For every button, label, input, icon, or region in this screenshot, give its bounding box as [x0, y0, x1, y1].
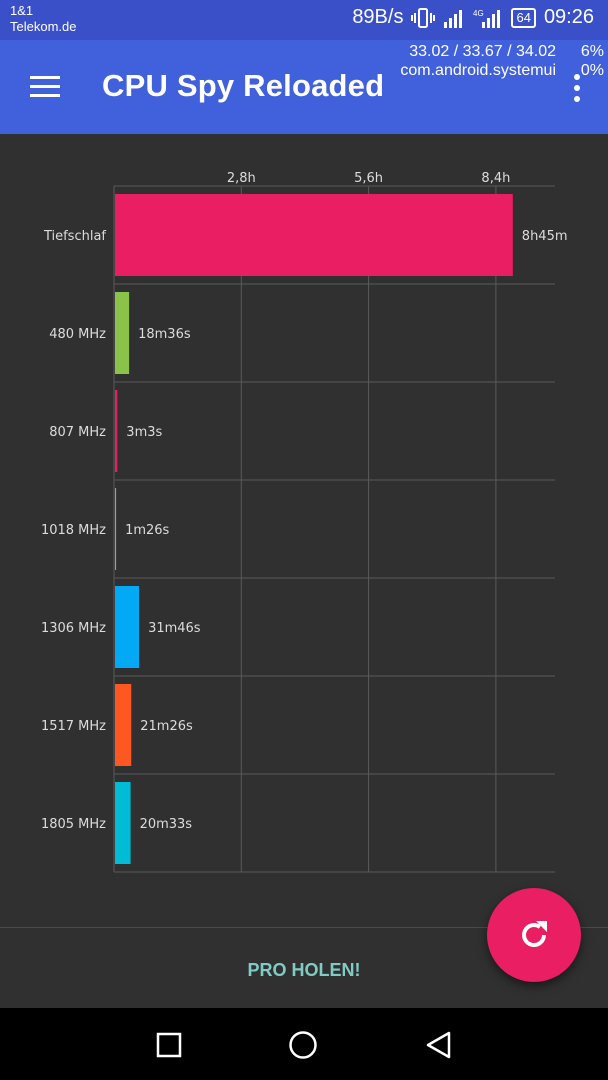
- category-label: 1018 MHz: [41, 523, 106, 538]
- category-label: 807 MHz: [49, 425, 106, 440]
- refresh-button[interactable]: [487, 888, 581, 982]
- value-label: 8h45m: [522, 229, 568, 244]
- signal-4g-icon: 4G: [473, 8, 503, 28]
- back-triangle-icon[interactable]: [424, 1030, 454, 1060]
- carrier-line2: Telekom.de: [10, 19, 77, 34]
- net-speed: 89B/s: [352, 6, 404, 28]
- load-average: 33.02 / 33.67 / 34.02: [409, 43, 556, 60]
- clock: 09:26: [543, 6, 594, 28]
- category-label: 1517 MHz: [41, 719, 106, 734]
- navigation-bar: [0, 1008, 608, 1080]
- chart-svg: 2,8h 5,6h 8,4h Tiefschlaf 8h45m 480 MHz 18m36s…: [41, 171, 568, 873]
- battery-icon: 64: [511, 7, 536, 28]
- value-label: 21m26s: [140, 719, 193, 734]
- cpu-state-chart: 2,8h 5,6h 8,4h Tiefschlaf 8h45m 480 MHz 18m36s…: [0, 134, 608, 926]
- home-circle-icon[interactable]: [288, 1030, 318, 1060]
- status-bar: 1&1 Telekom.de 89B/s 4G: [0, 0, 608, 40]
- x-tick-label: 2,8h: [227, 171, 256, 186]
- bar: [115, 488, 117, 570]
- carrier-line1: 1&1: [10, 3, 34, 18]
- top-process: com.android.systemui: [400, 62, 556, 79]
- vibrate-icon: [411, 7, 436, 29]
- cpu-percent-2: 0%: [580, 62, 604, 79]
- app-title: CPU Spy Reloaded: [102, 68, 385, 103]
- bar: [115, 194, 513, 276]
- x-tick-label: 8,4h: [481, 171, 510, 186]
- value-label: 20m33s: [140, 817, 193, 832]
- more-vert-icon[interactable]: [572, 74, 582, 102]
- bar: [115, 292, 130, 374]
- cpu-percent-1: 6%: [580, 43, 604, 60]
- value-label: 31m46s: [148, 621, 201, 636]
- bar: [115, 390, 118, 472]
- value-label: 18m36s: [138, 327, 191, 342]
- category-label: 1306 MHz: [41, 621, 106, 636]
- signal-icon: [443, 8, 465, 28]
- cpu-percent: 6% 0%: [581, 42, 604, 80]
- status-indicators: 89B/s 4G 64 09:26: [352, 6, 594, 29]
- value-label: 3m3s: [126, 425, 162, 440]
- bar: [115, 684, 132, 766]
- recents-square-icon[interactable]: [154, 1030, 184, 1060]
- category-label: 1805 MHz: [41, 817, 106, 832]
- svg-text:4G: 4G: [473, 9, 484, 18]
- pro-button[interactable]: PRO HOLEN!: [247, 959, 361, 980]
- value-label: 1m26s: [125, 523, 169, 538]
- refresh-icon: [522, 921, 547, 947]
- hamburger-menu-icon[interactable]: [28, 74, 62, 100]
- cpu-overlay: 33.02 / 33.67 / 34.02 com.android.system…: [400, 42, 556, 80]
- footer-divider: [0, 927, 608, 928]
- carrier-name: 1&1 Telekom.de: [10, 3, 76, 35]
- category-label: 480 MHz: [49, 327, 106, 342]
- x-tick-label: 5,6h: [354, 171, 383, 186]
- app-bar: CPU Spy Reloaded 33.02 / 33.67 / 34.02 c…: [0, 40, 608, 134]
- bar: [115, 586, 140, 668]
- category-label: Tiefschlaf: [43, 229, 106, 244]
- bar: [115, 782, 131, 864]
